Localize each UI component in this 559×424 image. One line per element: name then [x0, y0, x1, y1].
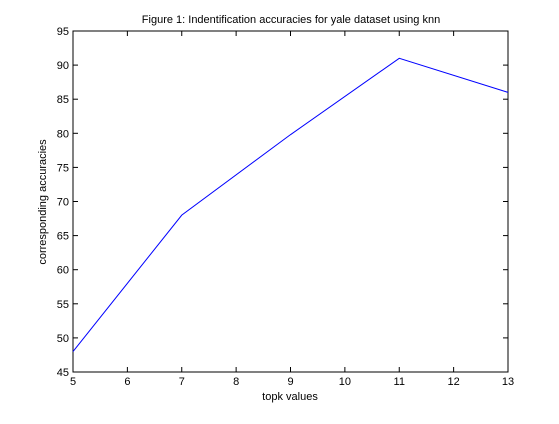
x-tick-label: 9: [287, 376, 293, 388]
x-tick-label: 10: [339, 376, 351, 388]
x-tick-label: 6: [124, 376, 130, 388]
chart-title: Figure 1: Indentification accuracies for…: [142, 14, 440, 26]
x-axis-ticks: 5 6 7 8 9 10 11 12 13: [70, 31, 514, 388]
x-tick-label: 11: [394, 376, 405, 388]
x-tick-label: 13: [502, 376, 514, 388]
plot-frame: [72, 30, 509, 373]
y-tick-label: 65: [57, 231, 69, 243]
y-tick-label: 45: [57, 367, 69, 379]
y-tick-label: 90: [57, 60, 69, 72]
y-tick-label: 80: [57, 128, 69, 140]
y-axis-ticks: 45 50 55 60 65 70 75 80 85 90 95: [57, 26, 508, 379]
series-line: [72, 57, 509, 352]
series-layer: [72, 57, 509, 352]
x-tick-label: 12: [448, 376, 460, 388]
y-tick-label: 60: [57, 265, 69, 277]
y-tick-label: 75: [57, 162, 69, 174]
y-tick-label: 85: [57, 94, 69, 106]
y-tick-label: 55: [57, 299, 69, 311]
x-tick-label: 8: [233, 376, 239, 388]
x-tick-label: 7: [179, 376, 185, 388]
x-axis-title: topk values: [262, 391, 318, 403]
y-tick-label: 70: [57, 197, 69, 209]
x-tick-label: 5: [70, 376, 76, 388]
y-tick-label: 50: [57, 333, 69, 345]
y-tick-label: 95: [57, 26, 69, 38]
y-axis-title: corresponding accuracies: [37, 139, 49, 265]
